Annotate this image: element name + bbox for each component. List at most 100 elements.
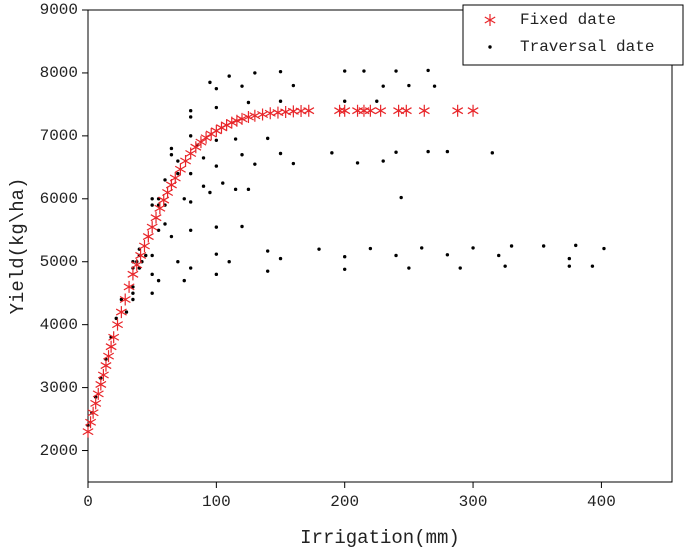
point: [253, 71, 257, 75]
point: [355, 161, 360, 165]
point: [362, 69, 366, 73]
point: [156, 278, 161, 283]
point: [394, 150, 398, 154]
x-tick-label: 100: [202, 493, 231, 511]
point: [291, 83, 296, 88]
point: [265, 136, 270, 141]
point: [150, 197, 154, 201]
point: [124, 310, 129, 314]
point: [381, 84, 385, 88]
point: [182, 278, 186, 283]
point: [602, 246, 606, 251]
point: [150, 253, 154, 258]
point: [188, 108, 193, 113]
point: [95, 378, 107, 391]
point: [150, 203, 154, 207]
point: [249, 109, 261, 122]
point: [257, 108, 269, 121]
point: [82, 425, 94, 438]
point: [375, 99, 379, 103]
point: [188, 228, 193, 232]
point: [242, 110, 254, 123]
point: [394, 253, 398, 258]
point: [240, 224, 244, 229]
point: [233, 137, 238, 141]
legend-marker: [488, 45, 492, 49]
point: [343, 254, 347, 259]
point: [112, 318, 124, 331]
point: [303, 104, 315, 117]
point: [381, 159, 385, 163]
point: [92, 387, 104, 400]
point: [452, 104, 464, 117]
point: [574, 243, 578, 248]
point: [195, 136, 207, 149]
point: [272, 106, 284, 119]
point: [445, 149, 450, 154]
x-tick-label: 200: [330, 493, 359, 511]
point: [131, 297, 135, 302]
point: [330, 151, 334, 155]
x-axis-title: Irrigation(mm): [300, 527, 460, 549]
point: [150, 272, 154, 277]
point: [497, 253, 501, 258]
point: [127, 268, 139, 281]
point: [503, 264, 507, 268]
point: [156, 228, 161, 232]
point: [227, 260, 231, 264]
point: [90, 397, 102, 410]
point: [458, 266, 462, 270]
point: [115, 306, 127, 319]
y-tick-label: 5000: [40, 253, 78, 271]
point: [208, 80, 212, 85]
point: [233, 187, 238, 192]
point: [214, 86, 219, 91]
point: [138, 240, 150, 252]
point: [176, 171, 180, 176]
point: [432, 84, 437, 88]
point: [418, 104, 430, 117]
point: [265, 249, 270, 253]
point: [188, 266, 193, 270]
x-tick-label: 400: [587, 493, 616, 511]
point: [253, 162, 257, 166]
point: [201, 184, 206, 188]
point: [185, 147, 197, 160]
point: [190, 141, 202, 154]
y-axis-title: Yield(kg\ha): [7, 178, 29, 315]
point: [144, 253, 148, 258]
point: [471, 246, 475, 250]
y-tick-label: 7000: [40, 127, 78, 145]
point: [169, 172, 181, 185]
point: [123, 280, 135, 293]
point: [180, 155, 192, 168]
point: [182, 197, 186, 201]
point: [85, 416, 97, 429]
y-tick-label: 2000: [40, 442, 78, 460]
point: [246, 100, 251, 105]
point: [364, 104, 376, 117]
point: [343, 99, 347, 103]
legend-marker: [484, 14, 496, 26]
point: [339, 104, 351, 117]
point: [105, 340, 117, 353]
legend-label: Traversal date: [520, 38, 654, 56]
point: [214, 272, 219, 277]
point: [169, 234, 174, 239]
point: [150, 291, 154, 295]
point: [278, 69, 283, 74]
point: [445, 253, 450, 257]
point: [343, 69, 347, 73]
point: [108, 331, 120, 344]
point: [590, 264, 595, 268]
point: [407, 266, 411, 270]
x-tick-label: 300: [459, 493, 488, 511]
point: [188, 115, 193, 119]
point: [131, 258, 143, 271]
point: [150, 211, 162, 224]
legend-box: [462, 4, 684, 66]
point: [368, 246, 373, 251]
y-tick-label: 6000: [40, 190, 78, 208]
legend-label: Fixed date: [520, 11, 616, 29]
